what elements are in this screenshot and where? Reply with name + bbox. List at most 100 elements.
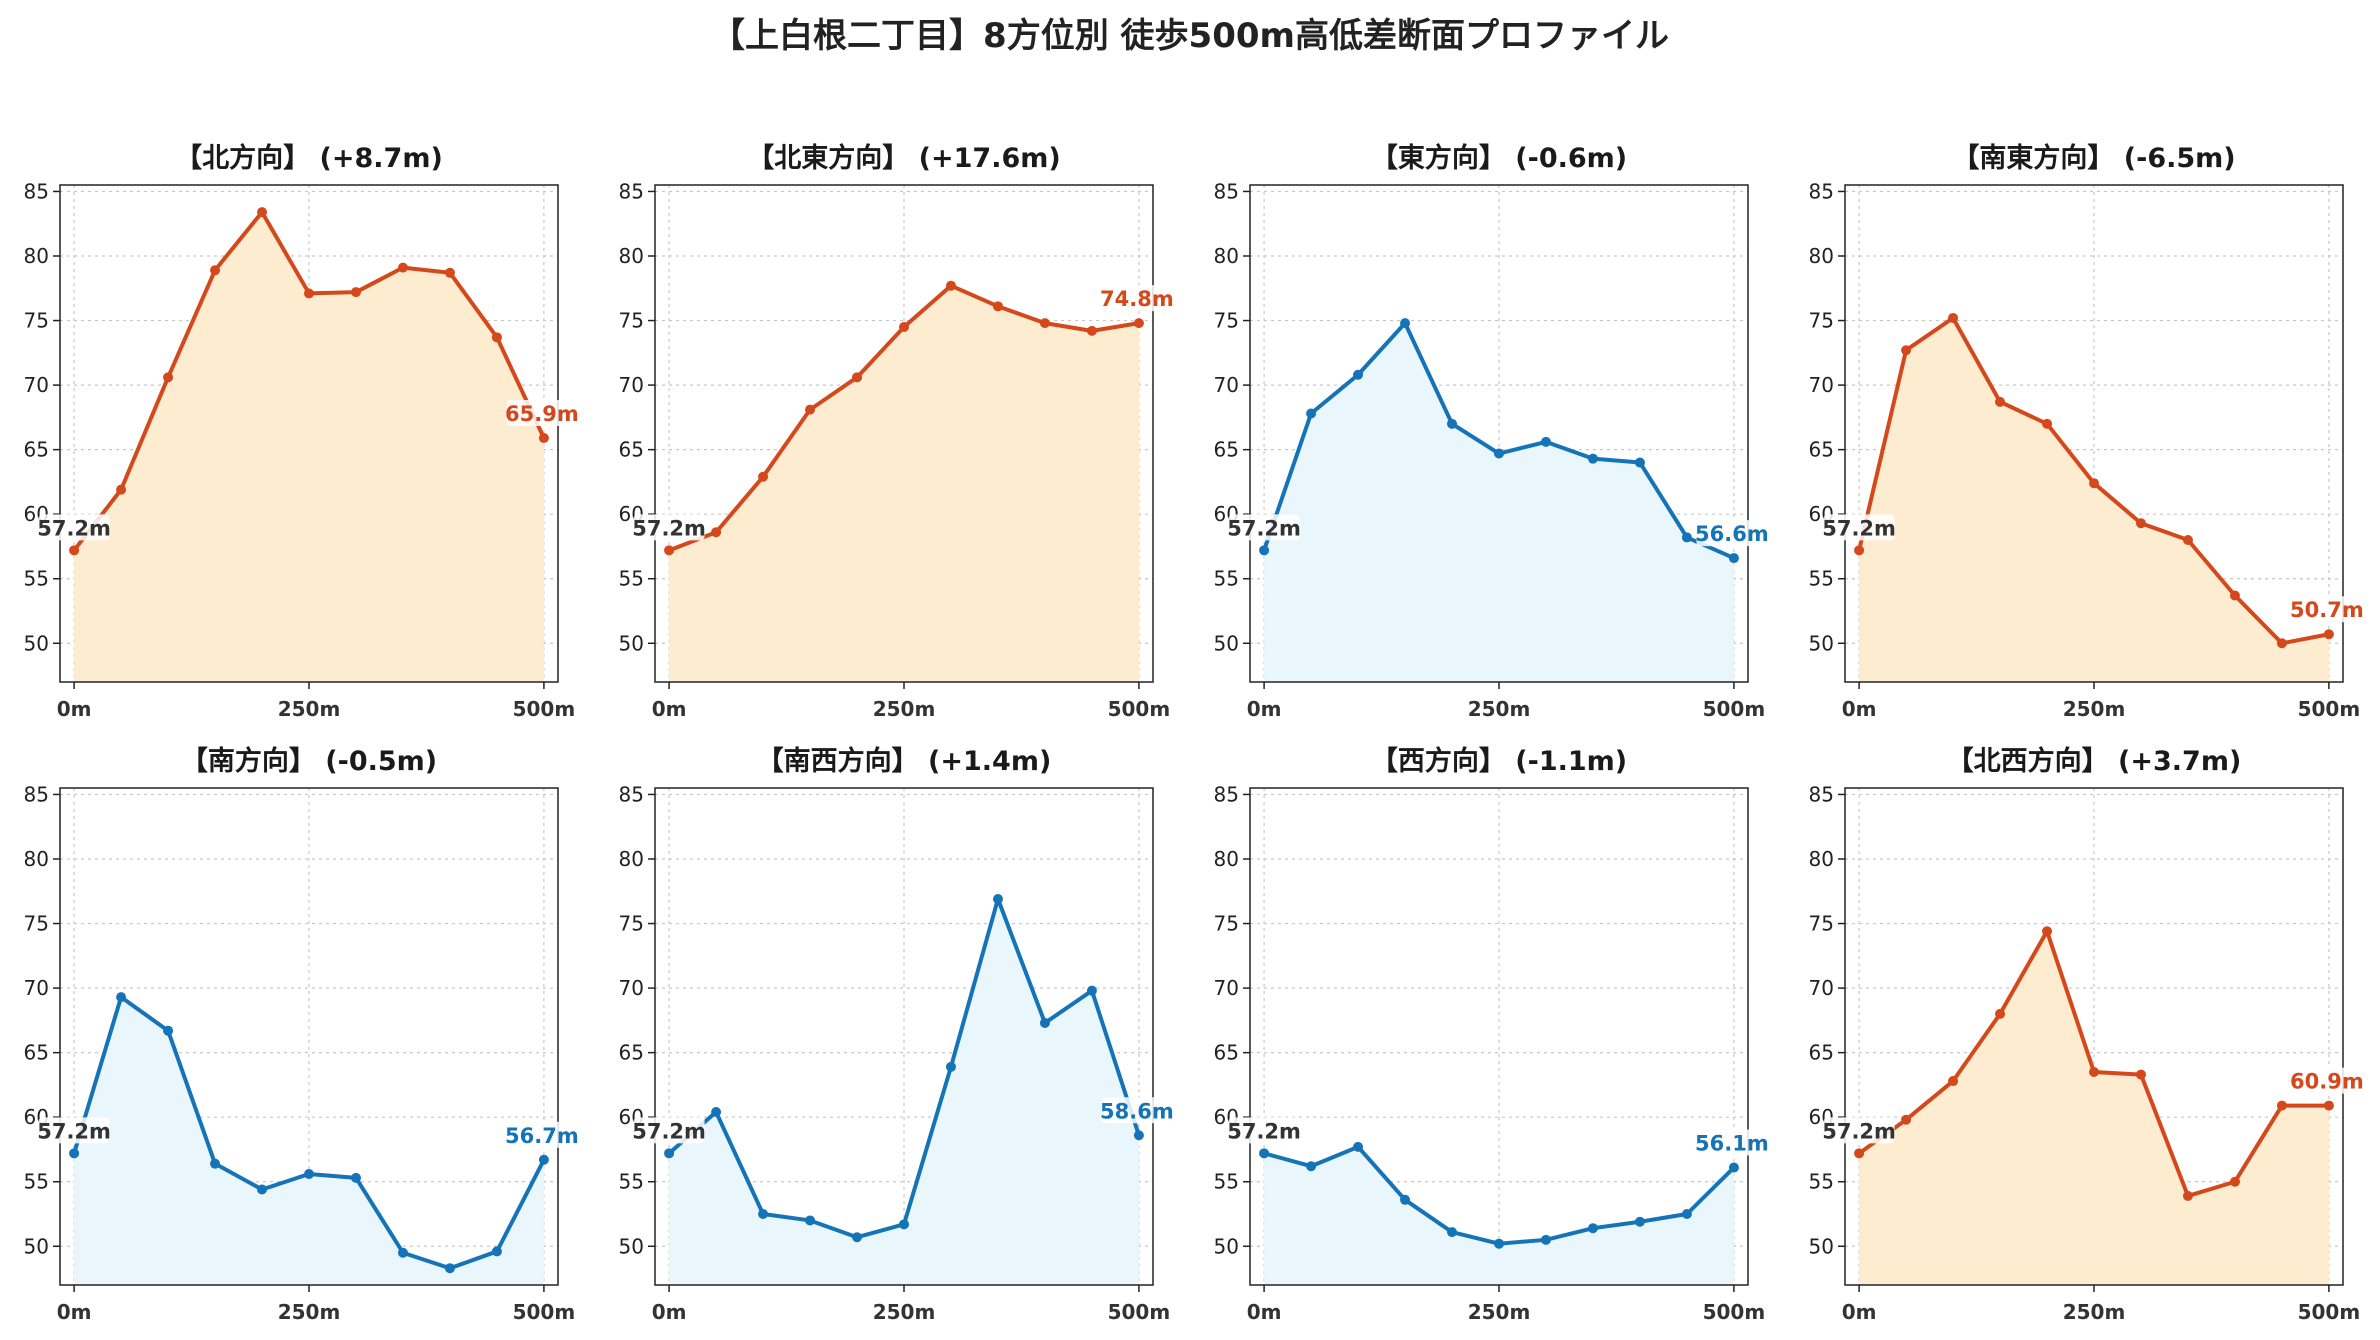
data-point (257, 207, 268, 218)
panel-title: 【南西方向】 (+1.4m) (757, 745, 1052, 777)
start-value-label-bg (1228, 1117, 1300, 1144)
x-tick-label: 500m (513, 1300, 576, 1324)
profile-area (74, 997, 544, 1285)
data-point (2229, 1176, 2240, 1187)
y-tick-label: 65 (24, 438, 49, 462)
data-point (1353, 1141, 1364, 1152)
data-point (1086, 985, 1097, 996)
data-point (1400, 1194, 1411, 1205)
profile-area (74, 212, 544, 683)
y-tick-label: 55 (619, 1170, 644, 1194)
y-tick-label: 65 (1809, 1041, 1834, 1065)
data-point (116, 484, 127, 495)
x-tick-label: 250m (2063, 697, 2126, 721)
data-point (2182, 535, 2193, 545)
data-point (1901, 1114, 1912, 1125)
y-tick-label: 85 (1214, 782, 1239, 806)
start-value-label-bg (633, 1117, 705, 1144)
data-point (1995, 1008, 2006, 1019)
y-tick-label: 85 (1809, 782, 1834, 806)
profile-area (1264, 323, 1734, 682)
y-tick-label: 50 (24, 631, 49, 655)
y-tick-label: 80 (619, 244, 644, 268)
x-tick-label: 250m (1468, 1300, 1531, 1324)
profile-area (1859, 317, 2329, 682)
x-tick-label: 250m (873, 1300, 936, 1324)
data-point (257, 1184, 268, 1195)
data-point (163, 372, 174, 383)
y-tick-label: 50 (1809, 1234, 1834, 1258)
y-tick-label: 65 (1214, 1041, 1239, 1065)
y-tick-label: 50 (1214, 1234, 1239, 1258)
profile-area (669, 899, 1139, 1285)
x-tick-label: 500m (1703, 697, 1766, 721)
y-tick-label: 55 (1809, 567, 1834, 591)
start-value-label-bg (633, 514, 705, 541)
data-point (945, 1061, 956, 1072)
y-tick-label: 70 (619, 373, 644, 397)
y-tick-label: 50 (619, 1234, 644, 1258)
data-point (1086, 325, 1097, 336)
data-point (397, 262, 408, 273)
x-tick-label: 250m (873, 697, 936, 721)
data-point (1728, 553, 1739, 564)
y-tick-label: 85 (619, 782, 644, 806)
data-point (805, 404, 816, 415)
data-point (1728, 1162, 1739, 1173)
start-value-label-bg (1823, 514, 1895, 541)
end-value-label: 65.9m (505, 402, 579, 426)
data-point (1948, 1076, 1959, 1087)
data-point (116, 992, 127, 1003)
x-tick-label: 0m (1842, 1300, 1877, 1324)
data-point (2276, 638, 2287, 649)
y-tick-label: 80 (1214, 244, 1239, 268)
data-point (1854, 1148, 1865, 1159)
end-value-label-bg (2291, 596, 2363, 623)
data-point (1353, 369, 1364, 380)
y-tick-label: 65 (1809, 438, 1834, 462)
data-point (491, 332, 502, 343)
start-value-label: 57.2m (37, 1119, 111, 1143)
y-tick-label: 65 (24, 1041, 49, 1065)
panel-title: 【西方向】 (-1.1m) (1371, 745, 1627, 777)
y-tick-label: 70 (24, 976, 49, 1000)
data-point (1259, 545, 1270, 556)
y-tick-label: 55 (24, 1170, 49, 1194)
panel-title: 【北方向】 (+8.7m) (175, 142, 443, 174)
y-tick-label: 80 (1214, 847, 1239, 871)
start-value-label: 57.2m (1822, 1119, 1896, 1143)
data-point (304, 1168, 314, 1179)
data-point (2089, 478, 2099, 489)
y-tick-label: 70 (1809, 976, 1834, 1000)
start-value-label-bg (38, 514, 110, 541)
y-tick-label: 55 (1214, 1170, 1239, 1194)
y-tick-label: 75 (619, 912, 644, 936)
data-point (899, 1219, 909, 1230)
x-tick-label: 0m (57, 1300, 92, 1324)
y-tick-label: 55 (24, 567, 49, 591)
y-tick-label: 80 (24, 847, 49, 871)
data-point (1854, 545, 1865, 556)
data-point (1634, 457, 1645, 468)
end-value-label-bg (506, 1121, 578, 1148)
data-point (852, 1232, 863, 1243)
y-tick-label: 85 (24, 782, 49, 806)
end-value-label-bg (506, 400, 578, 427)
data-point (2323, 1100, 2334, 1111)
data-point (992, 301, 1003, 312)
y-tick-label: 70 (1214, 976, 1239, 1000)
start-value-label-bg (1228, 514, 1300, 541)
y-tick-label: 75 (1809, 912, 1834, 936)
data-point (711, 1107, 722, 1118)
data-point (2276, 1100, 2287, 1111)
data-point (491, 1246, 502, 1257)
end-value-label-bg (1696, 1129, 1768, 1156)
end-value-label-bg (1696, 520, 1768, 547)
y-tick-label: 80 (1809, 847, 1834, 871)
profile-area (669, 285, 1139, 682)
